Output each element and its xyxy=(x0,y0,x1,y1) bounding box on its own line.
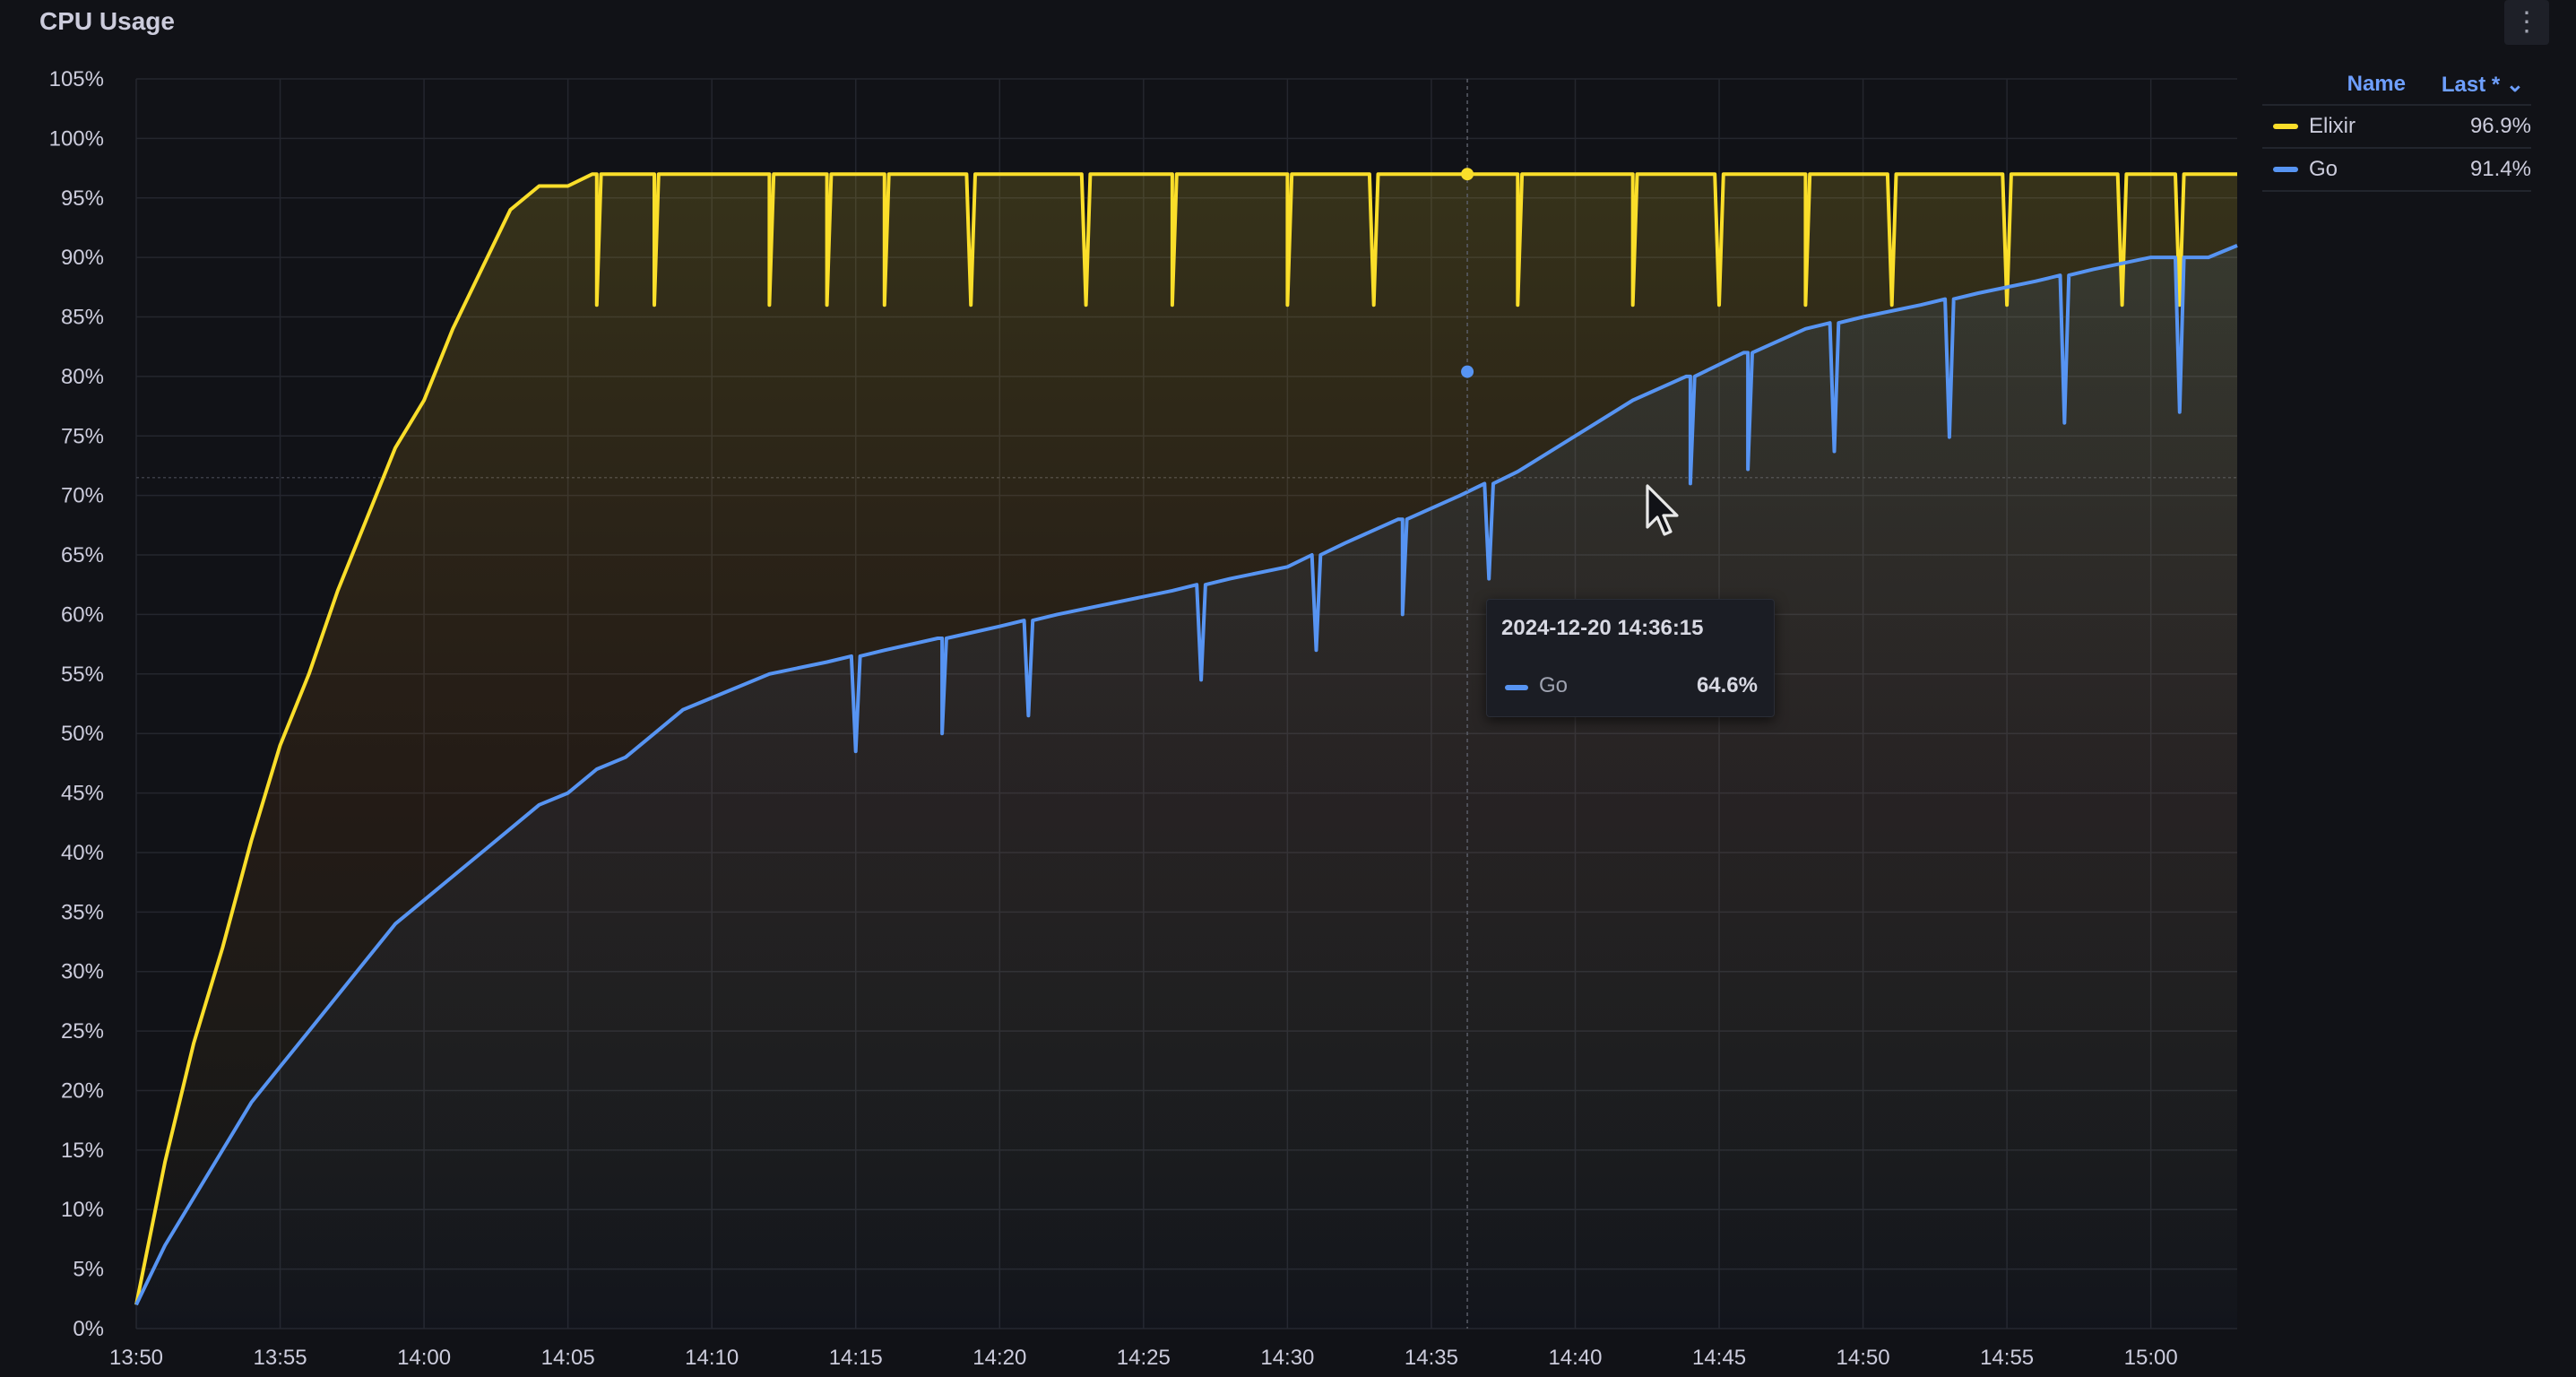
vertical-ellipsis-icon: ⋮ xyxy=(2513,7,2540,37)
y-tick-label: 95% xyxy=(61,186,104,211)
y-tick-label: 20% xyxy=(61,1078,104,1103)
x-tick-label: 14:15 xyxy=(829,1346,883,1370)
y-tick-label: 50% xyxy=(61,722,104,746)
x-tick-label: 14:50 xyxy=(1837,1346,1890,1370)
y-tick-label: 15% xyxy=(61,1139,104,1163)
y-tick-label: 10% xyxy=(61,1198,104,1222)
x-tick-label: 13:50 xyxy=(109,1346,163,1370)
panel-title: CPU Usage xyxy=(39,7,175,35)
legend-series-name: Elixir xyxy=(2309,114,2356,138)
y-tick-label: 40% xyxy=(61,841,104,865)
series-line-elixir xyxy=(134,172,2237,1305)
y-tick-label: 5% xyxy=(73,1258,104,1282)
tooltip-series-swatch xyxy=(1505,685,1528,690)
x-tick-label: 14:30 xyxy=(1260,1346,1314,1370)
y-tick-label: 70% xyxy=(61,484,104,508)
x-tick-label: 14:55 xyxy=(1980,1346,2034,1370)
x-tick-label: 14:00 xyxy=(397,1346,451,1370)
y-tick-label: 45% xyxy=(61,782,104,806)
legend-row-go[interactable]: Go 91.4% xyxy=(2262,149,2531,192)
x-tick-label: 14:35 xyxy=(1405,1346,1458,1370)
y-tick-label: 90% xyxy=(61,246,104,270)
mouse-pointer-icon xyxy=(1646,484,1679,536)
x-tick-label: 13:55 xyxy=(254,1346,307,1370)
x-tick-label: 14:10 xyxy=(685,1346,739,1370)
y-tick-label: 30% xyxy=(61,960,104,984)
series-color-swatch xyxy=(2273,124,2298,129)
y-tick-label: 100% xyxy=(49,126,104,151)
x-tick-label: 14:45 xyxy=(1692,1346,1746,1370)
y-tick-label: 0% xyxy=(73,1317,104,1341)
x-tick-label: 14:05 xyxy=(541,1346,595,1370)
tooltip-timestamp: 2024-12-20 14:36:15 xyxy=(1501,616,1704,640)
legend-last-header[interactable]: Last * ⌄ xyxy=(2441,72,2524,97)
x-tick-label: 14:40 xyxy=(1548,1346,1602,1370)
tooltip-series-value: 64.6% xyxy=(1696,673,1758,697)
series-color-swatch xyxy=(2273,167,2298,172)
hover-point-elixir xyxy=(1461,168,1474,181)
hover-point-go xyxy=(1461,365,1474,378)
series-line-go xyxy=(134,244,2238,1306)
x-tick-label: 14:25 xyxy=(1117,1346,1171,1370)
series-area-go xyxy=(136,245,2237,1329)
hover-tooltip: 2024-12-20 14:36:15 Go 64.6% xyxy=(1486,599,1775,717)
legend-series-last: 96.9% xyxy=(2469,114,2531,138)
panel-menu-button[interactable]: ⋮ xyxy=(2504,0,2549,45)
legend-series-name: Go xyxy=(2309,157,2338,181)
legend-name-header[interactable]: Name xyxy=(2347,72,2406,96)
y-tick-label: 85% xyxy=(61,306,104,330)
y-tick-label: 55% xyxy=(61,663,104,687)
x-tick-label: 14:20 xyxy=(972,1346,1026,1370)
y-tick-label: 75% xyxy=(61,424,104,448)
legend-row-elixir[interactable]: Elixir 96.9% xyxy=(2262,106,2531,149)
y-tick-label: 105% xyxy=(49,67,104,91)
x-tick-label: 15:00 xyxy=(2124,1346,2178,1370)
y-tick-label: 35% xyxy=(61,900,104,924)
legend-header: Name Last * ⌄ xyxy=(2262,65,2531,106)
y-tick-label: 25% xyxy=(61,1019,104,1044)
tooltip-series-name: Go xyxy=(1539,673,1569,697)
y-tick-label: 65% xyxy=(61,543,104,567)
legend-series-last: 91.4% xyxy=(2469,157,2531,181)
y-tick-label: 60% xyxy=(61,602,104,627)
legend-table: Name Last * ⌄ Elixir 96.9% Go 91.4% xyxy=(2262,65,2531,192)
y-tick-label: 80% xyxy=(61,365,104,389)
